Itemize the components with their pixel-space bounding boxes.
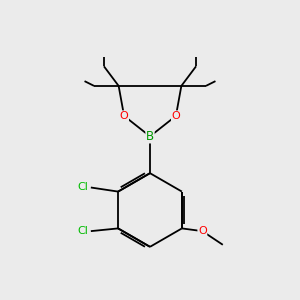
Text: Cl: Cl <box>78 182 88 193</box>
Text: B: B <box>146 130 154 143</box>
Text: Cl: Cl <box>78 226 88 236</box>
Text: O: O <box>120 111 128 121</box>
Text: O: O <box>198 226 207 236</box>
Text: O: O <box>172 111 180 121</box>
